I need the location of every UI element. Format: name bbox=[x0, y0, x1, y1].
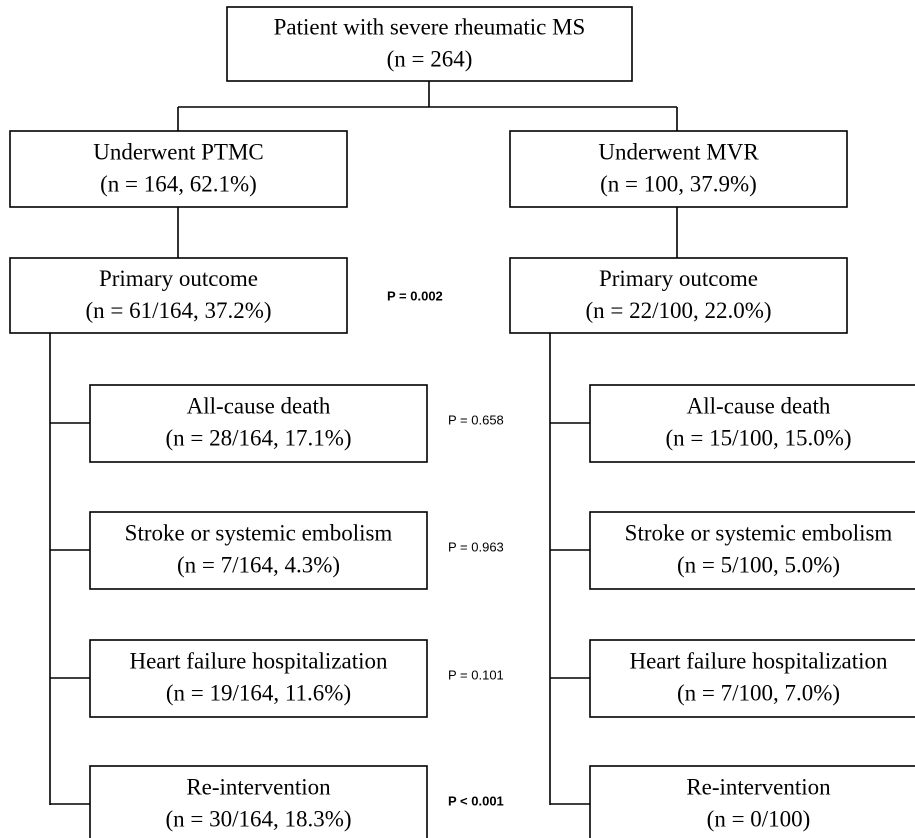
primary-box bbox=[9, 257, 348, 334]
primary-box-title: Primary outcome bbox=[599, 266, 758, 291]
outcome-box-title: Heart failure hospitalization bbox=[629, 648, 888, 673]
outcome-box-title: Stroke or systemic embolism bbox=[625, 520, 893, 545]
outcome-box bbox=[589, 384, 915, 463]
group-box bbox=[9, 130, 348, 208]
primary-box-title: Primary outcome bbox=[99, 266, 258, 291]
outcome-box-count: (n = 28/164, 17.1%) bbox=[165, 425, 351, 450]
outcome-box bbox=[89, 639, 428, 718]
outcome-box bbox=[589, 511, 915, 590]
outcome-box-count: (n = 0/100) bbox=[707, 806, 811, 831]
p-value: P = 0.101 bbox=[448, 667, 504, 682]
root-box-title: Patient with severe rheumatic MS bbox=[274, 14, 586, 39]
primary-box-count: (n = 22/100, 22.0%) bbox=[585, 298, 771, 323]
group-box-count: (n = 164, 62.1%) bbox=[100, 171, 257, 196]
group-box-count: (n = 100, 37.9%) bbox=[600, 171, 757, 196]
primary-box-count: (n = 61/164, 37.2%) bbox=[85, 298, 271, 323]
outcome-box-count: (n = 7/100, 7.0%) bbox=[677, 680, 840, 705]
p-value: P = 0.963 bbox=[448, 539, 504, 554]
p-value: P = 0.002 bbox=[387, 288, 443, 303]
p-value: P = 0.658 bbox=[448, 412, 504, 427]
outcome-box-title: All-cause death bbox=[687, 393, 831, 418]
root-box bbox=[226, 6, 633, 82]
outcome-box-count: (n = 7/164, 4.3%) bbox=[177, 552, 340, 577]
group-box bbox=[509, 130, 848, 208]
group-box-title: Underwent PTMC bbox=[93, 139, 264, 164]
root-box-count: (n = 264) bbox=[387, 46, 473, 71]
outcome-box-count: (n = 15/100, 15.0%) bbox=[665, 425, 851, 450]
outcome-box bbox=[589, 765, 915, 838]
outcome-box-count: (n = 5/100, 5.0%) bbox=[677, 552, 840, 577]
outcome-box-title: Heart failure hospitalization bbox=[129, 648, 388, 673]
outcome-box-title: Stroke or systemic embolism bbox=[125, 520, 393, 545]
connectors bbox=[49, 81, 678, 805]
outcome-box bbox=[89, 384, 428, 463]
primary-box bbox=[509, 257, 848, 334]
p-value: P < 0.001 bbox=[448, 793, 504, 808]
outcome-box-title: Re-intervention bbox=[686, 774, 831, 799]
outcome-box-count: (n = 19/164, 11.6%) bbox=[166, 680, 351, 705]
group-box-title: Underwent MVR bbox=[598, 139, 759, 164]
outcome-box bbox=[89, 765, 428, 838]
outcome-box-title: Re-intervention bbox=[186, 774, 331, 799]
outcome-box-title: All-cause death bbox=[187, 393, 331, 418]
outcome-box-count: (n = 30/164, 18.3%) bbox=[165, 806, 351, 831]
outcome-box bbox=[89, 511, 428, 590]
outcome-box bbox=[589, 639, 915, 718]
